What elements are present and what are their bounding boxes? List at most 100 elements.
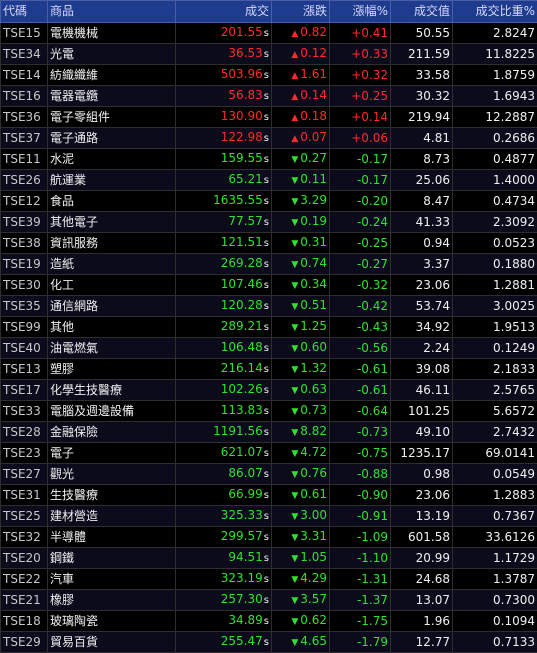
- value-weight: 33.6126: [453, 527, 537, 548]
- change-pct-value: -0.17: [330, 149, 391, 170]
- sector-name: 金融保險: [48, 422, 176, 443]
- column-header-change-pct[interactable]: 漲幅%: [330, 1, 391, 23]
- value-weight: 11.8225: [453, 44, 537, 65]
- change-value: 0.14: [300, 88, 327, 102]
- down-triangle-icon: ▼: [291, 155, 298, 165]
- price-suffix: s: [264, 490, 269, 501]
- change-value: 1.25: [300, 319, 327, 333]
- column-header-code[interactable]: 代碼: [1, 1, 48, 23]
- change-pct-value: -0.73: [330, 422, 391, 443]
- down-triangle-icon: ▼: [291, 449, 298, 459]
- sector-code: TSE17: [1, 380, 48, 401]
- value-weight: 0.4734: [453, 191, 537, 212]
- down-triangle-icon: ▼: [291, 344, 298, 354]
- value-weight: 1.6943: [453, 86, 537, 107]
- trade-value: 34.92: [391, 317, 453, 338]
- trade-value: 0.94: [391, 233, 453, 254]
- sector-name: 造紙: [48, 254, 176, 275]
- value-weight: 1.8759: [453, 65, 537, 86]
- column-header-change[interactable]: 漲跌: [272, 1, 330, 23]
- up-triangle-icon: ▲: [291, 71, 298, 81]
- down-triangle-icon: ▼: [291, 470, 298, 480]
- price-suffix: s: [264, 511, 269, 522]
- price-suffix: s: [264, 427, 269, 438]
- price-value: 102.26: [221, 382, 263, 396]
- column-header-value-weight[interactable]: 成交比重%: [453, 1, 537, 23]
- price-cell: 121.51s: [176, 233, 272, 254]
- change-value: 4.29: [300, 571, 327, 585]
- change-pct-value: -1.09: [330, 527, 391, 548]
- trade-value: 101.25: [391, 401, 453, 422]
- change-value: 8.82: [300, 424, 327, 438]
- price-suffix: s: [264, 238, 269, 249]
- sector-code: TSE39: [1, 212, 48, 233]
- price-suffix: s: [264, 322, 269, 333]
- change-cell: ▲0.18: [272, 107, 330, 128]
- price-suffix: s: [264, 448, 269, 459]
- value-weight: 2.5765: [453, 380, 537, 401]
- price-suffix: s: [264, 532, 269, 543]
- change-pct-value: -0.91: [330, 506, 391, 527]
- trade-value: 39.08: [391, 359, 453, 380]
- change-cell: ▼3.31: [272, 527, 330, 548]
- change-pct-value: -0.17: [330, 170, 391, 191]
- change-cell: ▲0.07: [272, 128, 330, 149]
- column-header-name[interactable]: 商品: [48, 1, 176, 23]
- change-cell: ▼3.00: [272, 506, 330, 527]
- price-value: 113.83: [221, 403, 263, 417]
- sector-name: 電子: [48, 443, 176, 464]
- down-triangle-icon: ▼: [291, 575, 298, 585]
- price-cell: 107.46s: [176, 275, 272, 296]
- column-header-price[interactable]: 成交: [176, 1, 272, 23]
- price-cell: 113.83s: [176, 401, 272, 422]
- sector-code: TSE99: [1, 317, 48, 338]
- column-header-trade-value[interactable]: 成交值: [391, 1, 453, 23]
- price-cell: 94.51s: [176, 548, 272, 569]
- change-value: 0.82: [300, 25, 327, 39]
- price-value: 323.19: [221, 571, 263, 585]
- up-triangle-icon: ▲: [291, 92, 298, 102]
- trade-value: 30.32: [391, 86, 453, 107]
- trade-value: 33.58: [391, 65, 453, 86]
- price-suffix: s: [264, 343, 269, 354]
- price-suffix: s: [264, 553, 269, 564]
- price-value: 255.47: [221, 634, 263, 648]
- price-suffix: s: [264, 301, 269, 312]
- change-pct-value: -1.10: [330, 548, 391, 569]
- value-weight: 69.0141: [453, 443, 537, 464]
- value-weight: 1.1729: [453, 548, 537, 569]
- price-value: 122.98: [221, 130, 263, 144]
- value-weight: 0.2686: [453, 128, 537, 149]
- trade-value: 13.07: [391, 590, 453, 611]
